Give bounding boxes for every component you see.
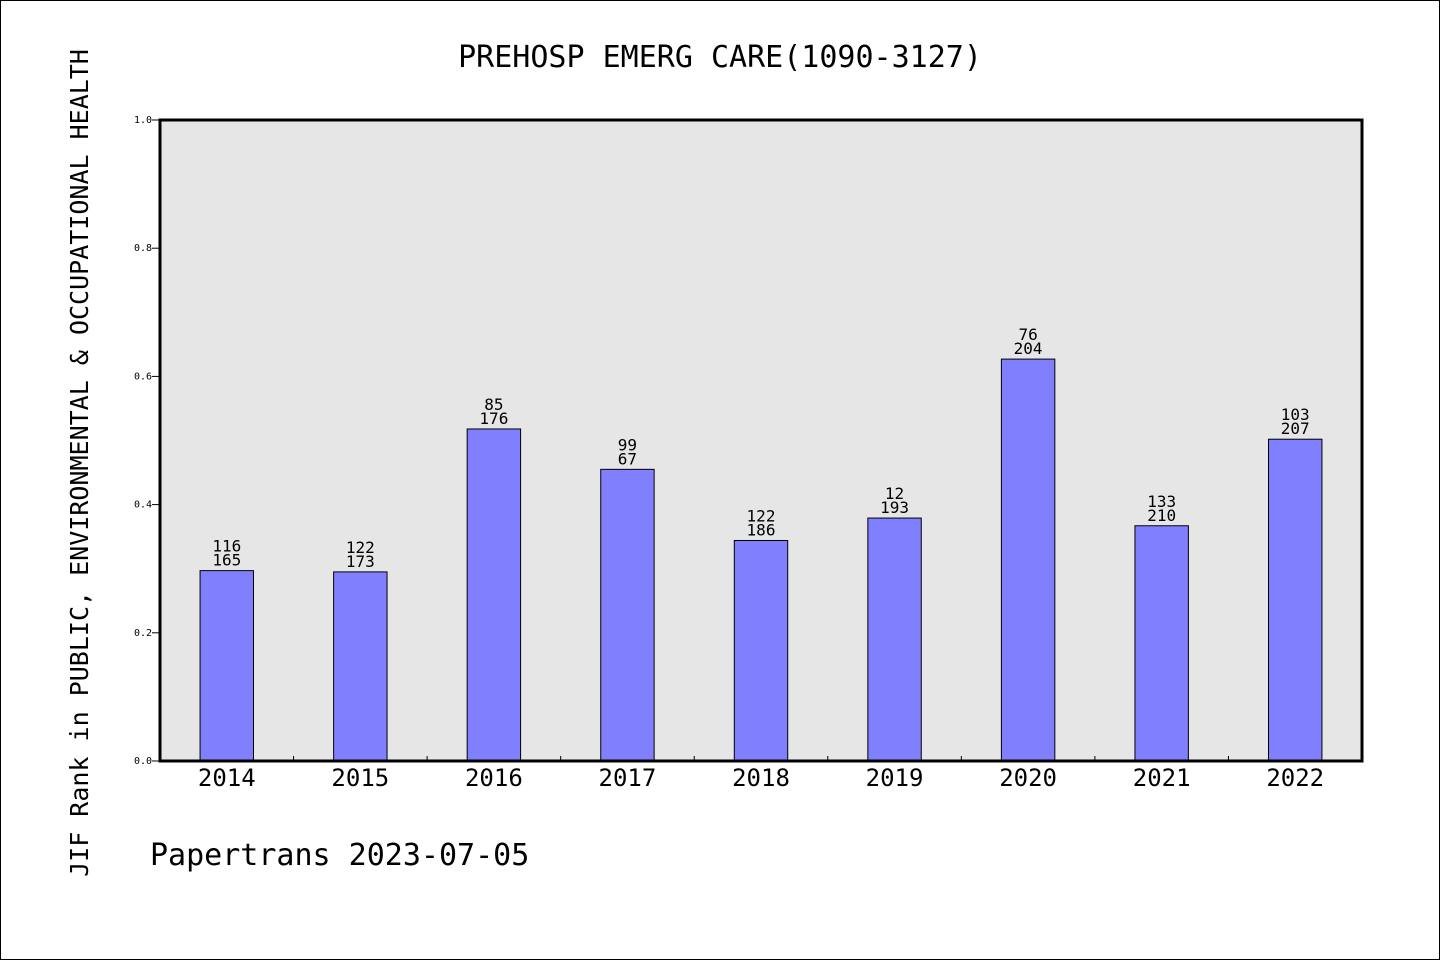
x-tick-label: 2016 (465, 764, 523, 792)
footer-credit: Papertrans 2023-07-05 (150, 838, 529, 873)
bar-2017 (600, 468, 655, 762)
bar-total-label: 204 (1014, 339, 1043, 358)
bar-total-label: 176 (479, 409, 508, 428)
x-tick-label: 2020 (999, 764, 1057, 792)
bar-labels: 2014116165201512217320168517620179967201… (198, 325, 1324, 792)
bar-total-label: 186 (747, 520, 776, 539)
bar-2019 (867, 517, 922, 762)
y-tick-label: 0.6 (134, 371, 152, 382)
bar-total-label: 67 (618, 449, 637, 468)
x-tick-label: 2019 (866, 764, 924, 792)
y-axis-label: JIF Rank in PUBLIC, ENVIRONMENTAL & OCCU… (65, 49, 94, 877)
bars (199, 358, 1323, 762)
bar-rank-label: 76 (1018, 325, 1037, 344)
bar-2020 (1000, 358, 1056, 762)
bar-2016 (466, 428, 522, 762)
bar-total-label: 207 (1281, 419, 1310, 438)
bar-2021 (1134, 525, 1189, 762)
y-tick-label: 0.0 (134, 756, 152, 767)
chart-title: PREHOSP EMERG CARE(1090-3127) (458, 40, 982, 75)
bar-2018 (733, 539, 789, 762)
y-tick-label: 0.4 (134, 500, 152, 511)
bar-2014 (199, 570, 254, 762)
x-tick-label: 2015 (331, 764, 389, 792)
bar-rank-label: 133 (1147, 492, 1176, 511)
x-tick-label: 2021 (1133, 764, 1191, 792)
bar-rank-label: 103 (1281, 405, 1310, 424)
bar-2015 (333, 571, 388, 762)
bar-rank-label: 122 (346, 538, 375, 557)
bar-rank-label: 116 (212, 537, 241, 556)
x-tick-label: 2018 (732, 764, 790, 792)
x-tick-label: 2022 (1266, 764, 1324, 792)
bar-total-label: 210 (1147, 506, 1176, 525)
bar-rank-label: 85 (484, 395, 503, 414)
bar-total-label: 165 (212, 551, 241, 570)
bar-total-label: 173 (346, 552, 375, 571)
bar-rank-label: 122 (747, 506, 776, 525)
x-tick-label: 2017 (599, 764, 657, 792)
y-tick-label: 0.8 (134, 243, 152, 254)
bar-rank-label: 99 (618, 435, 637, 454)
bar-2022 (1268, 438, 1323, 762)
bar-rank-label: 12 (885, 484, 904, 503)
plot-border (158, 118, 1364, 763)
bar-total-label: 193 (880, 498, 909, 517)
x-tick-label: 2014 (198, 764, 256, 792)
y-tick-label: 1.0 (134, 115, 152, 126)
y-tick-label: 0.2 (134, 628, 152, 639)
